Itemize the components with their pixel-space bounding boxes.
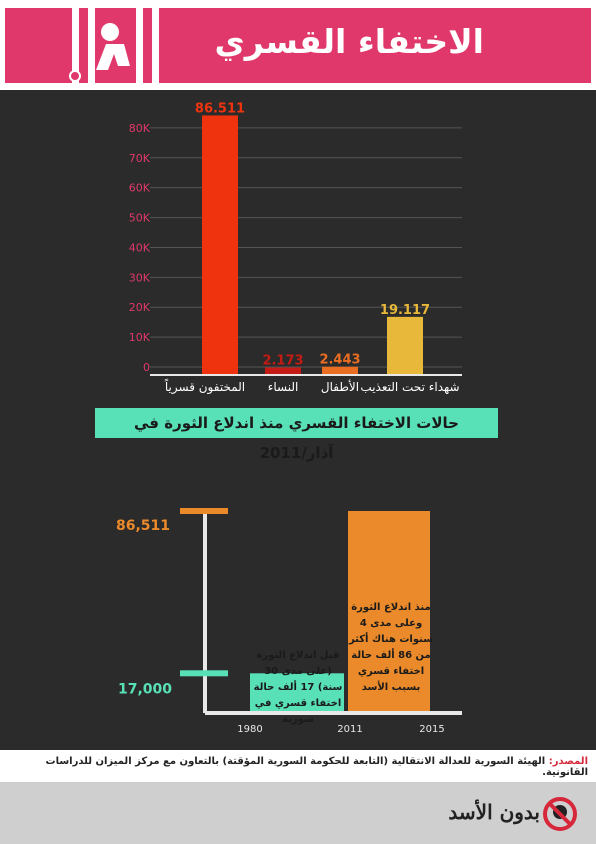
category-label: المختفون قسرياً: [165, 378, 246, 395]
y-tick-label: 40K: [129, 241, 151, 254]
bar: [265, 367, 301, 374]
data-label: 2.173: [262, 354, 303, 369]
y-tick-label: 10K: [129, 331, 151, 344]
y-tick-label: 30K: [129, 271, 151, 284]
page-title: الاختفاء القسري: [214, 22, 484, 61]
footer: بدون الأسد: [0, 782, 596, 844]
data-label: 86.511: [195, 101, 245, 116]
y-tick-label: 50K: [129, 212, 151, 225]
bar-before-revolution: [250, 673, 344, 711]
x-tick-label: 1980: [237, 724, 262, 735]
y-tick-label: 0: [143, 361, 150, 374]
y-tick-label: 20K: [129, 301, 151, 314]
bar: [202, 115, 238, 375]
x-tick-label: 2011: [337, 724, 362, 735]
chart-caption: حالات الاختفاء القسري منذ اندلاع الثورة …: [95, 408, 498, 462]
y-value-label: 17,000: [118, 681, 172, 697]
x-tick-label: 2015: [419, 724, 444, 735]
y-tick-label: 80K: [129, 122, 151, 135]
after-revolution-note: منذ اندلاع الثورة وعلى مدى 4 سنوات هناك …: [348, 602, 434, 693]
before-revolution-note: قبل اندلاع الثورة (على مدى 30 سنة) 17 أل…: [253, 650, 343, 725]
top-bar-chart: 0 10K 20K 30K 40K 50K 60K 70K 80K 86.511 2.173 2.44…: [129, 101, 462, 395]
source-text: الهيئة السورية للعدالة الانتقالية (التاب…: [45, 756, 588, 778]
header: الاختفاء القسري: [0, 0, 596, 86]
bar: [387, 316, 423, 374]
prisoner-icon: [69, 4, 159, 86]
source-line: المصدر: الهيئة السورية للعدالة الانتقالي…: [2, 756, 588, 778]
category-label: شهداء تحت التعذيب: [360, 380, 459, 394]
max-marker: [180, 508, 228, 514]
bar: [322, 366, 358, 374]
data-label: 2.443: [319, 353, 360, 368]
source-label: المصدر:: [548, 756, 588, 767]
y-tick-label: 60K: [129, 182, 151, 195]
no-assad-logo-icon: [543, 797, 577, 831]
min-marker: [180, 670, 228, 677]
bottom-bar-chart: 86,511 17,000 1980 2011 2015: [116, 508, 462, 735]
category-label: النساء: [268, 380, 299, 394]
bar-after-revolution: [348, 511, 430, 711]
logo-text: بدون الأسد: [448, 800, 540, 824]
y-tick-label: 70K: [129, 152, 151, 165]
y-value-label: 86,511: [116, 518, 170, 534]
data-label: 19.117: [380, 303, 430, 318]
title-banner: [5, 8, 591, 83]
category-label: الأطفال: [321, 379, 359, 394]
